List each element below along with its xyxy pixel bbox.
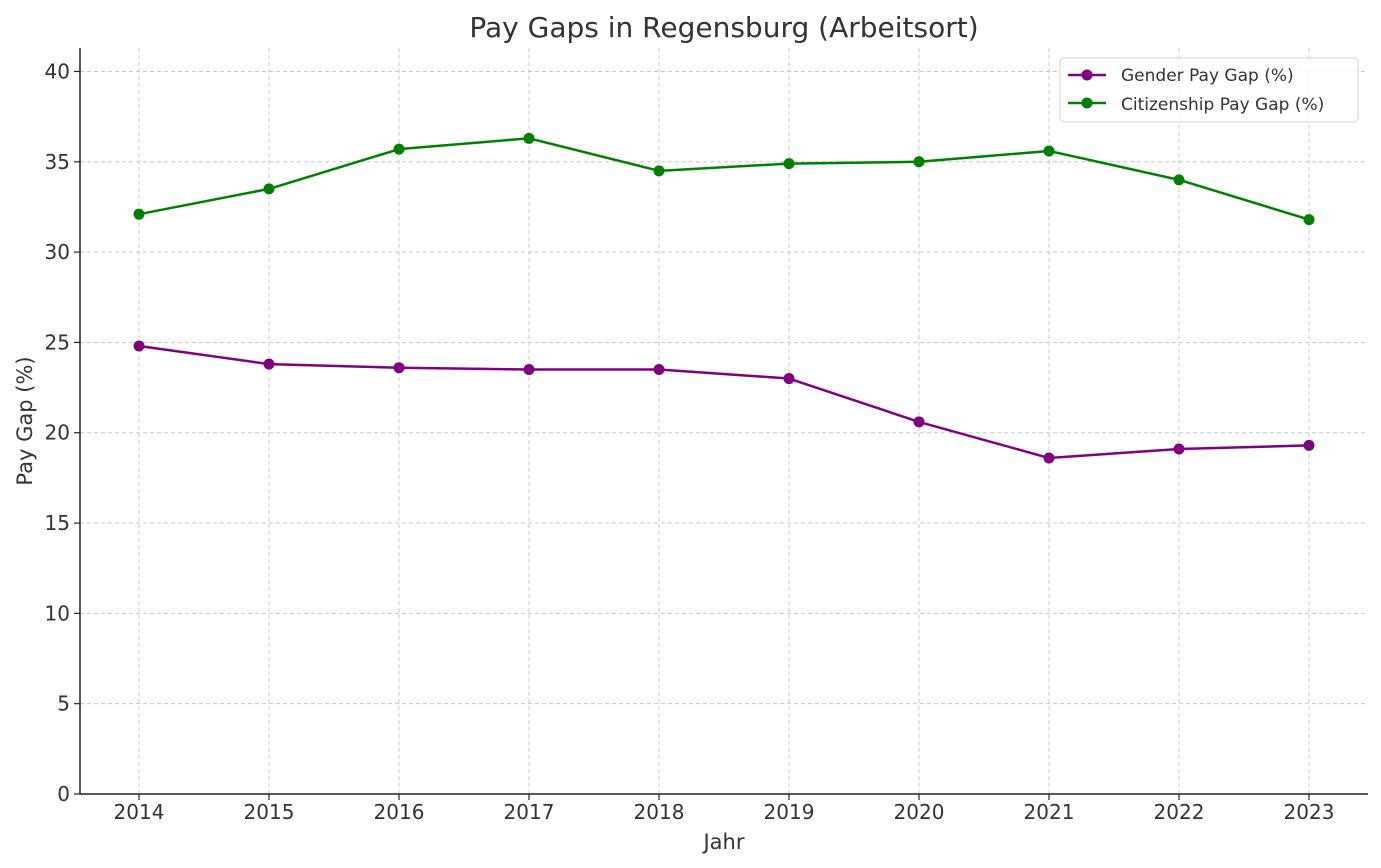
series-line-citizenship [137,137,1311,221]
data-point-citizenship [523,132,535,144]
data-point-gender [1173,443,1185,455]
data-point-gender [783,373,795,385]
series-line-gender [137,344,1311,460]
legend-marker-citizenship [1081,97,1093,109]
data-point-citizenship [393,143,405,155]
data-point-gender [1303,439,1315,451]
x-tick-label: 2023 [1284,800,1335,824]
data-point-gender [263,358,275,370]
legend-marker-gender [1081,69,1093,81]
x-tick-label: 2022 [1154,800,1205,824]
x-tick-label: 2020 [894,800,945,824]
y-axis-label: Pay Gap (%) [13,356,37,485]
data-point-citizenship [783,158,795,170]
legend: Gender Pay Gap (%) Citizenship Pay Gap (… [1059,57,1359,123]
data-point-gender [653,364,665,376]
y-tick-label: 15 [45,511,70,535]
y-tick-label: 0 [57,782,70,806]
x-tick-label: 2014 [114,800,165,824]
legend-label-citizenship: Citizenship Pay Gap (%) [1121,95,1324,115]
grid-layer [80,48,1368,794]
y-tick-label: 20 [45,421,70,445]
x-tick-label: 2019 [764,800,815,824]
x-tick-label: 2016 [374,800,425,824]
chart-title: Pay Gaps in Regensburg (Arbeitsort) [469,11,978,44]
x-tick-label: 2017 [504,800,555,824]
ticks-layer: 0 5 10 15 20 25 30 35 40 2014 2015 2016 2017 2018 2019… [45,59,1335,824]
x-tick-label: 2018 [634,800,685,824]
y-tick-label: 25 [45,330,70,354]
y-tick-label: 30 [45,240,70,264]
legend-label-gender: Gender Pay Gap (%) [1121,66,1294,86]
data-point-citizenship [913,156,925,168]
x-tick-label: 2021 [1024,800,1075,824]
y-tick-label: 40 [45,59,70,83]
data-point-gender [393,362,405,374]
x-tick-label: 2015 [244,800,295,824]
y-tick-label: 5 [57,692,70,716]
data-point-citizenship [653,165,665,177]
data-point-gender [523,364,535,376]
data-point-citizenship [1173,174,1185,186]
y-tick-label: 10 [45,601,70,625]
data-point-gender [133,340,145,352]
data-point-citizenship [1303,214,1315,226]
data-point-citizenship [133,208,145,220]
data-point-citizenship [1043,145,1055,157]
x-axis-label: Jahr [701,830,744,854]
data-point-citizenship [263,183,275,195]
legend-box [1059,57,1359,123]
data-point-gender [1043,452,1055,464]
data-point-gender [913,416,925,428]
y-tick-label: 35 [45,150,70,174]
series-layer [133,132,1315,464]
